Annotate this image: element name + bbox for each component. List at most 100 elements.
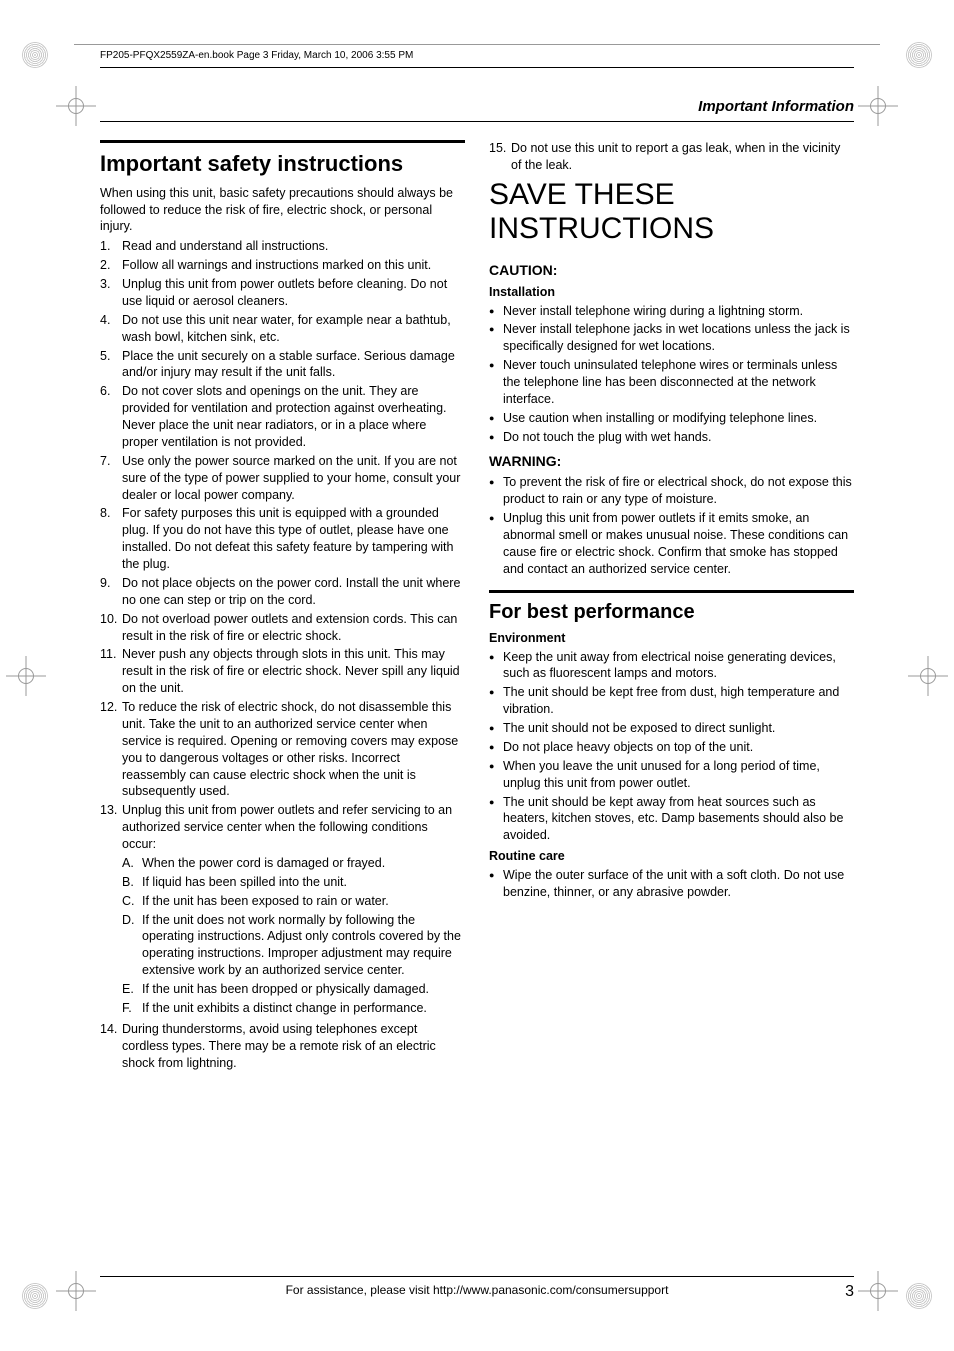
list-number: 2.	[100, 257, 122, 274]
bullet-item: The unit should be kept free from dust, …	[489, 684, 854, 718]
list-text: Do not use this unit to report a gas lea…	[511, 140, 854, 174]
list-item: 9.Do not place objects on the power cord…	[100, 575, 465, 609]
sub-list-text: If the unit has been dropped or physical…	[142, 981, 465, 998]
crop-mark	[858, 1271, 898, 1311]
left-column: Important safety instructions When using…	[100, 140, 465, 1073]
list-item: 12.To reduce the risk of electric shock,…	[100, 699, 465, 800]
sub-list-item: D.If the unit does not work normally by …	[122, 912, 465, 980]
safety-intro: When using this unit, basic safety preca…	[100, 185, 465, 236]
warning-list: To prevent the risk of fire or electrica…	[489, 474, 854, 577]
caution-heading: CAUTION:	[489, 261, 854, 280]
sub-list-text: If the unit has been exposed to rain or …	[142, 893, 465, 910]
environment-heading: Environment	[489, 630, 854, 647]
list-number: 1.	[100, 238, 122, 255]
installation-heading: Installation	[489, 284, 854, 301]
list-text: Unplug this unit from power outlets befo…	[122, 276, 465, 310]
bullet-item: Never install telephone wiring during a …	[489, 303, 854, 320]
list-item: 1.Read and understand all instructions.	[100, 238, 465, 255]
bullet-text: Never install telephone jacks in wet loc…	[503, 321, 854, 355]
footer-spacer	[100, 1283, 140, 1301]
save-instructions-title: SAVE THESE INSTRUCTIONS	[489, 178, 854, 247]
sub-list-item: E.If the unit has been dropped or physic…	[122, 981, 465, 998]
registration-mark	[22, 42, 48, 68]
list-number: 15.	[489, 140, 511, 174]
sub-list-letter: E.	[122, 981, 142, 998]
page-content: FP205-PFQX2559ZA-en.book Page 3 Friday, …	[100, 50, 854, 1301]
bullet-item: To prevent the risk of fire or electrica…	[489, 474, 854, 508]
environment-list: Keep the unit away from electrical noise…	[489, 649, 854, 845]
list-text: Unplug this unit from power outlets and …	[122, 802, 465, 1019]
list-item: 4.Do not use this unit near water, for e…	[100, 312, 465, 346]
bullet-text: Never install telephone wiring during a …	[503, 303, 854, 320]
list-item: 5.Place the unit securely on a stable su…	[100, 348, 465, 382]
sub-list-text: When the power cord is damaged or frayed…	[142, 855, 465, 872]
sub-list-item: C.If the unit has been exposed to rain o…	[122, 893, 465, 910]
performance-title: For best performance	[489, 599, 854, 626]
list-text: Read and understand all instructions.	[122, 238, 465, 255]
sub-list-letter: C.	[122, 893, 142, 910]
sub-list-letter: B.	[122, 874, 142, 891]
bullet-item: Use caution when installing or modifying…	[489, 410, 854, 427]
list-number: 11.	[100, 646, 122, 697]
bullet-text: Unplug this unit from power outlets if i…	[503, 510, 854, 578]
list-number: 12.	[100, 699, 122, 800]
list-number: 8.	[100, 505, 122, 573]
sub-list: A.When the power cord is damaged or fray…	[122, 855, 465, 1017]
registration-mark	[906, 42, 932, 68]
warning-heading: WARNING:	[489, 452, 854, 471]
crop-mark	[56, 1271, 96, 1311]
bullet-text: The unit should not be exposed to direct…	[503, 720, 854, 737]
list-item: 15.Do not use this unit to report a gas …	[489, 140, 854, 174]
list-item: 7.Use only the power source marked on th…	[100, 453, 465, 504]
page-number: 3	[814, 1283, 854, 1301]
heading-rule	[100, 140, 465, 143]
bullet-item: Do not place heavy objects on top of the…	[489, 739, 854, 756]
bullet-text: Do not place heavy objects on top of the…	[503, 739, 854, 756]
registration-mark	[22, 1283, 48, 1309]
list-text: During thunderstorms, avoid using teleph…	[122, 1021, 465, 1072]
sub-list-item: A.When the power cord is damaged or fray…	[122, 855, 465, 872]
bullet-text: Do not touch the plug with wet hands.	[503, 429, 854, 446]
sub-list-text: If the unit does not work normally by fo…	[142, 912, 465, 980]
sub-list-letter: D.	[122, 912, 142, 980]
bullet-item: Wipe the outer surface of the unit with …	[489, 867, 854, 901]
sub-list-text: If liquid has been spilled into the unit…	[142, 874, 465, 891]
list-number: 10.	[100, 611, 122, 645]
crop-mark	[56, 86, 96, 126]
list-item: 3.Unplug this unit from power outlets be…	[100, 276, 465, 310]
list-number: 13.	[100, 802, 122, 1019]
bullet-item: Unplug this unit from power outlets if i…	[489, 510, 854, 578]
registration-mark	[906, 1283, 932, 1309]
bullet-text: Use caution when installing or modifying…	[503, 410, 854, 427]
list-text: Use only the power source marked on the …	[122, 453, 465, 504]
list-text: Follow all warnings and instructions mar…	[122, 257, 465, 274]
sub-list-item: F.If the unit exhibits a distinct change…	[122, 1000, 465, 1017]
list-text: Do not cover slots and openings on the u…	[122, 383, 465, 451]
routine-heading: Routine care	[489, 848, 854, 865]
crop-mark	[908, 656, 948, 696]
list-item: 8.For safety purposes this unit is equip…	[100, 505, 465, 573]
bullet-text: Keep the unit away from electrical noise…	[503, 649, 854, 683]
heading-rule	[489, 590, 854, 593]
list-number: 14.	[100, 1021, 122, 1072]
list-text: Place the unit securely on a stable surf…	[122, 348, 465, 382]
list-item: 2.Follow all warnings and instructions m…	[100, 257, 465, 274]
list-item: 6.Do not cover slots and openings on the…	[100, 383, 465, 451]
list-number: 7.	[100, 453, 122, 504]
list-item: 13.Unplug this unit from power outlets a…	[100, 802, 465, 1019]
running-header: FP205-PFQX2559ZA-en.book Page 3 Friday, …	[100, 50, 854, 61]
sub-list-item: B.If liquid has been spilled into the un…	[122, 874, 465, 891]
footer-text: For assistance, please visit http://www.…	[140, 1283, 814, 1301]
safety-list: 1.Read and understand all instructions.2…	[100, 238, 465, 1071]
bullet-item: Never touch uninsulated telephone wires …	[489, 357, 854, 408]
list-number: 5.	[100, 348, 122, 382]
bullet-item: Keep the unit away from electrical noise…	[489, 649, 854, 683]
section-header: Important Information	[100, 98, 854, 115]
sub-list-letter: F.	[122, 1000, 142, 1017]
crop-mark	[858, 86, 898, 126]
list-number: 9.	[100, 575, 122, 609]
bullet-text: To prevent the risk of fire or electrica…	[503, 474, 854, 508]
list-text: To reduce the risk of electric shock, do…	[122, 699, 465, 800]
bullet-item: Never install telephone jacks in wet loc…	[489, 321, 854, 355]
bullet-text: Never touch uninsulated telephone wires …	[503, 357, 854, 408]
